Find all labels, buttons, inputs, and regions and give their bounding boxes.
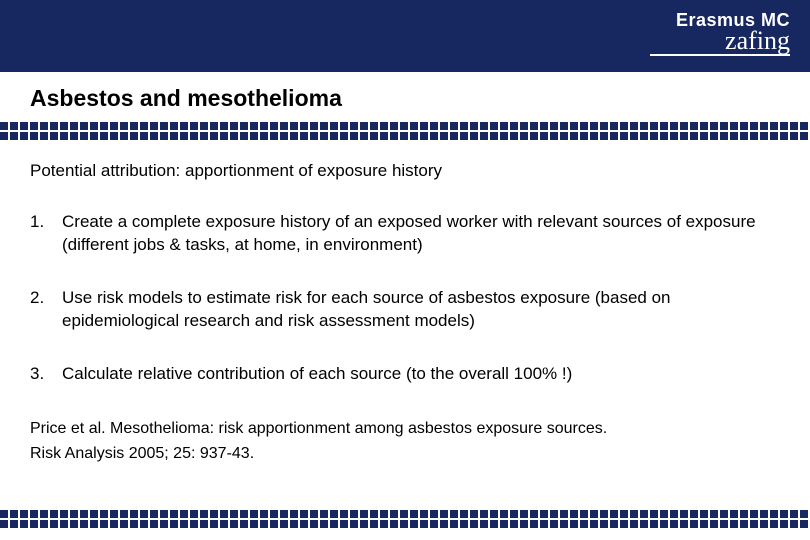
list-item-text: Calculate relative contribution of each … [62,364,572,383]
slide-subtitle: Potential attribution: apportionment of … [30,160,780,183]
list-item: 1.Create a complete exposure history of … [30,211,780,257]
slide-title: Asbestos and mesothelioma [30,85,342,112]
citation-line: Price et al. Mesothelioma: risk apportio… [30,416,780,442]
list-item: 2.Use risk models to estimate risk for e… [30,287,780,333]
logo: Erasmus MC zafing [650,10,790,56]
list-item: 3.Calculate relative contribution of eac… [30,363,780,386]
citation: Price et al. Mesothelioma: risk apportio… [30,416,780,467]
slide-content: Potential attribution: apportionment of … [30,160,780,467]
logo-text-script: zafing [650,29,790,52]
decorative-dots-bottom [0,510,810,530]
decorative-dots-top [0,122,810,142]
numbered-list: 1.Create a complete exposure history of … [30,211,780,386]
list-item-text: Use risk models to estimate risk for eac… [62,288,671,330]
citation-line: Risk Analysis 2005; 25: 937-43. [30,441,780,467]
header-bar: Erasmus MC zafing [0,0,810,72]
list-item-text: Create a complete exposure history of an… [62,212,756,254]
